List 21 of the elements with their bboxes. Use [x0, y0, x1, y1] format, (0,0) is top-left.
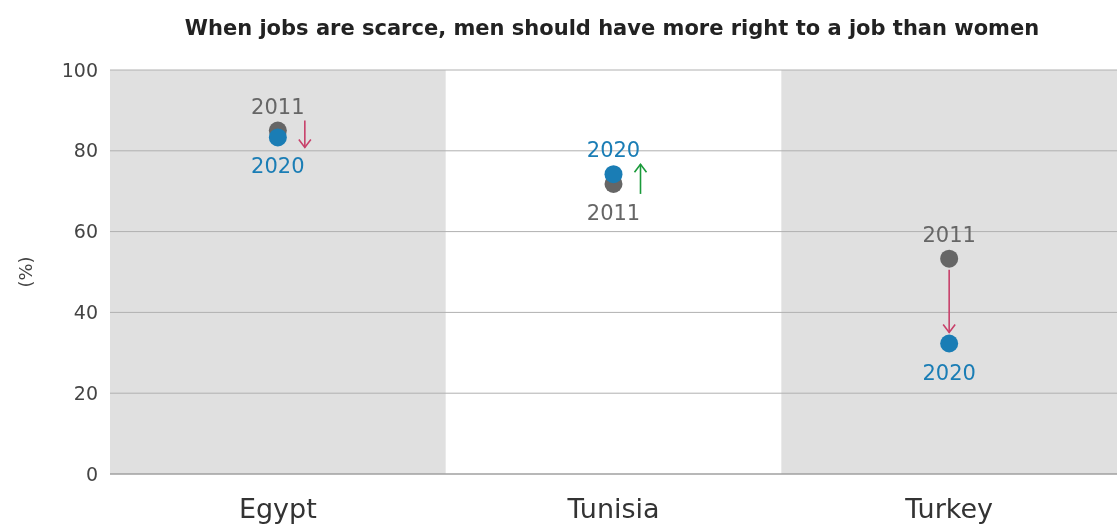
y-tick-label: 60: [73, 220, 98, 243]
y-tick-label: 20: [73, 381, 98, 404]
y-tick-label: 80: [73, 139, 98, 162]
y-tick-label: 100: [61, 58, 98, 81]
point: [940, 249, 959, 268]
y-tick-label: 0: [85, 462, 98, 485]
text: 2011: [586, 200, 641, 225]
series-label: 2020: [586, 138, 641, 163]
text: 2020: [251, 154, 305, 179]
point: [268, 128, 287, 147]
x-tick-label: Egypt: [238, 493, 317, 524]
y-axis-title: (%): [15, 256, 36, 288]
x-tick-label: Turkey: [904, 493, 994, 524]
text: 2011: [251, 94, 305, 119]
point: [604, 165, 623, 184]
y-tick-label: 40: [73, 301, 98, 324]
x-tick-label: Tunisia: [566, 493, 660, 524]
chart-title: When jobs are scarce, men should have more right to a job than women: [184, 16, 1040, 40]
text: 2020: [922, 360, 976, 385]
series-label: 2011: [922, 222, 976, 247]
point: [940, 334, 959, 353]
